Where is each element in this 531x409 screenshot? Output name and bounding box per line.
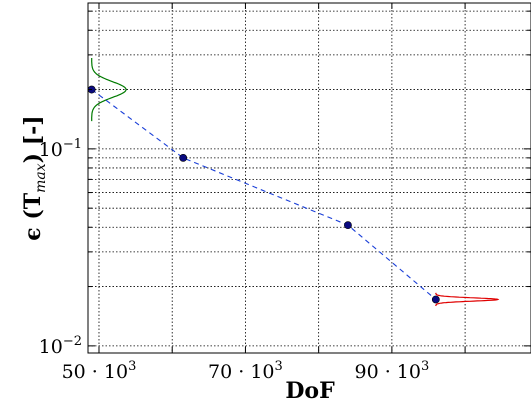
ticks: 50 · 103 70 · 103 90 · 103 10−2 10−1 [39,3,531,383]
grid [88,3,531,353]
x-tick-label: 90 · 103 [354,359,429,383]
y-axis-label-suffix: ) [-] [20,115,46,163]
distribution-curve [435,292,500,307]
series-line [91,89,437,300]
plot-frame [87,2,531,354]
x-tick-label: 70 · 103 [208,359,283,383]
x-tick-label: 50 · 103 [62,359,137,383]
y-tick-label: 10−1 [39,137,82,161]
y-axis-label-prefix: ϵ (T [20,192,46,240]
distributions [91,58,500,307]
distribution-curve [91,58,127,122]
y-tick-label: 10−2 [39,334,82,358]
data-point [179,153,188,162]
series [87,85,440,304]
y-axis-label: ϵ (Tmax) [-] [20,115,49,240]
data-point [344,221,352,230]
data-point [431,295,440,304]
x-axis-label: DoF [285,378,335,404]
y-axis-label-subscript: max [33,163,49,193]
